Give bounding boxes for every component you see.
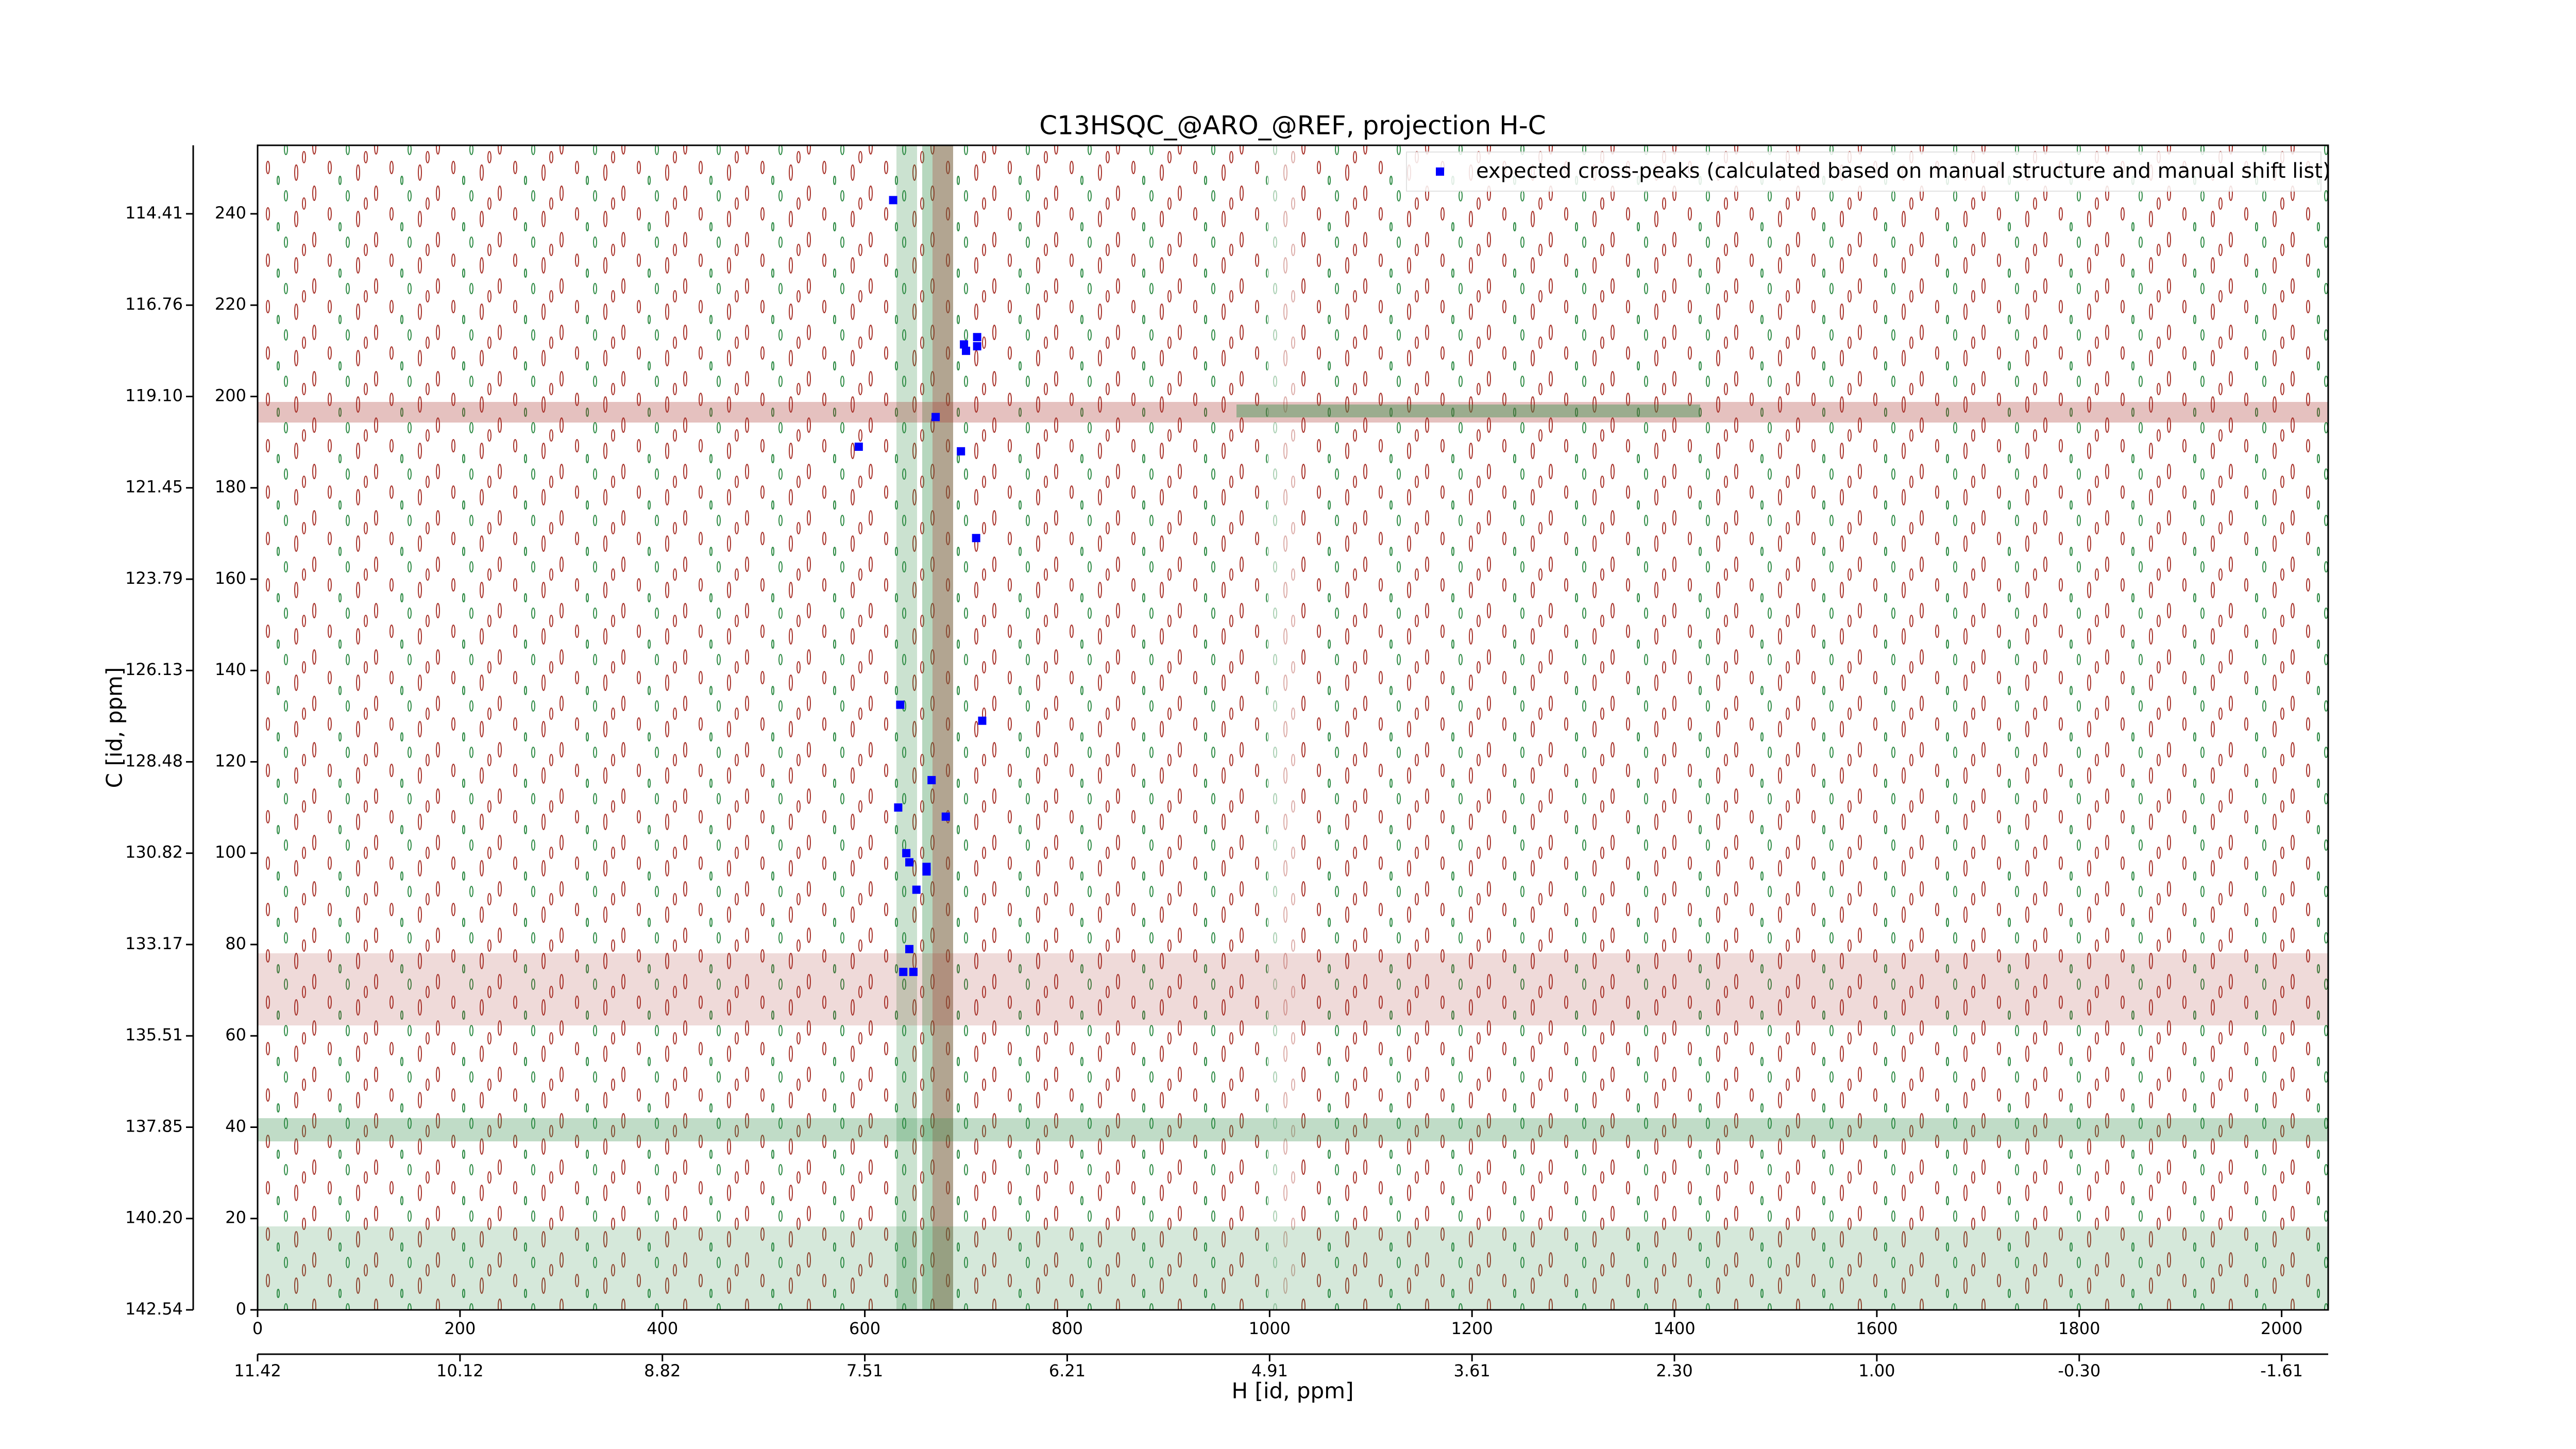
cross-peak [912,885,921,894]
y-tick-label: 140 [215,660,246,679]
y2-tick-label: 121.45 [125,477,183,497]
x-tick-label: 1800 [2058,1319,2100,1338]
x2-tick-label: 1.00 [1858,1361,1895,1380]
y2-tick-label: 140.20 [125,1208,183,1227]
x-tick-label: 0 [252,1319,263,1338]
y-tick-label: 0 [236,1299,246,1319]
y2-tick-label: 116.76 [125,294,183,314]
x2-tick-label: 11.42 [234,1361,281,1380]
cross-peak [922,867,931,876]
x2-tick-label: 3.61 [1454,1361,1490,1380]
cross-peak [854,442,863,451]
chart-title: C13HSQC_@ARO_@REF, projection H-C [1039,111,1546,141]
x-tick-label: 600 [849,1319,880,1338]
x2-tick-label: 10.12 [436,1361,484,1380]
y-tick-label: 120 [215,751,246,770]
legend-marker [1436,167,1444,176]
x2-tick-label: 4.91 [1251,1361,1288,1380]
y-tick-label: 220 [215,294,246,314]
x2-tick-label: 2.30 [1656,1361,1692,1380]
cross-peak [962,346,971,355]
y-tick-label: 200 [215,385,246,405]
cross-peak [896,700,905,709]
y-axis-label: C [id, ppm] [102,667,127,788]
y2-tick-label: 137.85 [125,1116,183,1136]
x-tick-label: 1400 [1653,1319,1695,1338]
y2-tick-label: 123.79 [125,568,183,588]
legend: expected cross-peaks (calculated based o… [1406,151,2331,192]
cross-peak [931,413,940,422]
x-axis-label: H [id, ppm] [1232,1378,1354,1404]
cross-peak [973,342,981,350]
y-tick-label: 180 [215,477,246,497]
y-tick-label: 60 [225,1025,246,1044]
cross-peak [941,812,950,821]
plot-frame [257,144,2329,1311]
cross-peak [973,333,981,342]
cross-peak [978,716,987,725]
x2-tick-label: 7.51 [846,1361,883,1380]
x2-tick-label: 6.21 [1049,1361,1086,1380]
x-tick-label: 200 [444,1319,476,1338]
y-tick-label: 40 [225,1116,246,1136]
cross-peak [957,447,965,456]
spectrum-texture [258,145,2328,1310]
cross-peak [889,196,897,205]
cross-peak [972,534,980,543]
x-tick-label: 1200 [1451,1319,1493,1338]
cross-peak [899,968,908,976]
legend-box [1406,151,2321,192]
cross-peak [960,340,969,349]
x-tick-label: 800 [1052,1319,1083,1338]
x2-tick-label: 8.82 [644,1361,681,1380]
y2-tick-label: 119.10 [125,385,183,405]
x-tick-label: 2000 [2261,1319,2302,1338]
x-tick-label: 1000 [1249,1319,1291,1338]
y2-tick-label: 128.48 [125,751,183,770]
legend-label: expected cross-peaks (calculated based o… [1476,159,2331,183]
x-tick-label: 1600 [1856,1319,1897,1338]
y-tick-label: 20 [225,1208,246,1227]
cross-peak [905,858,914,867]
y2-tick-label: 130.82 [125,843,183,862]
cross-peak [902,849,911,857]
y2-tick-label: 126.13 [125,660,183,679]
y2-tick-label: 142.54 [125,1299,183,1319]
x-tick-label: 400 [647,1319,678,1338]
y2-tick-label: 135.51 [125,1025,183,1044]
cross-peak [909,968,918,976]
cross-peak [927,776,936,784]
y-tick-label: 80 [225,934,246,953]
cross-peak [905,945,914,953]
y2-tick-label: 133.17 [125,934,183,953]
y-tick-label: 100 [215,843,246,862]
x2-tick-label: -0.30 [2058,1361,2100,1380]
y-tick-label: 160 [215,568,246,588]
y2-tick-label: 114.41 [125,203,183,223]
y-tick-label: 240 [215,203,246,223]
cross-peak [894,803,903,812]
x2-tick-label: -1.61 [2260,1361,2303,1380]
